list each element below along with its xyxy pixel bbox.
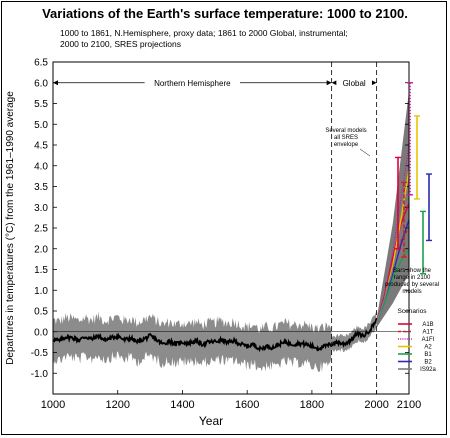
legend-title: Scenarios [398, 308, 428, 315]
legend-label-a2: A2 [424, 345, 432, 351]
chart-subtitle-line-1: 1000 to 1861, N.Hemisphere, proxy data; … [60, 28, 348, 38]
y-tick-label: 2.0 [34, 244, 48, 255]
x-tick-label: 1000 [41, 399, 65, 411]
x-tick-label: 1400 [170, 399, 194, 411]
annotation-bars-line: range in 2100 [394, 275, 431, 281]
global-region-label: Global [343, 79, 366, 88]
y-tick-label: 5.5 [34, 99, 48, 110]
y-tick-label: 3.0 [34, 203, 48, 214]
global-region-label-bg [336, 76, 372, 89]
legend-label-a1t: A1T [422, 330, 433, 336]
y-tick-label: 2.5 [34, 224, 48, 235]
series-line-a1fi [375, 144, 409, 324]
x-tick-label: 1200 [105, 399, 129, 411]
y-tick-label: 1.0 [34, 286, 48, 297]
chart-subtitle-line-2: 2000 to 2100, SRES projections [60, 39, 181, 49]
legend-label-a1fi: A1FI [422, 337, 435, 343]
annotation-models-line: Several models [325, 128, 366, 134]
legend-label-b1: B1 [424, 352, 432, 358]
y-tick-label: 0.5 [34, 307, 48, 318]
x-tick-label: 1600 [235, 399, 259, 411]
y-tick-label: -0.5 [31, 348, 49, 359]
y-tick-label: 4.0 [34, 161, 48, 172]
plot-border [52, 61, 410, 395]
y-axis-title: Departures in temperatures (°C) from the… [5, 91, 16, 365]
x-tick-label: 1800 [300, 399, 324, 411]
y-tick-label: 4.5 [34, 141, 48, 152]
nh-region-arrowhead-right [326, 80, 332, 86]
legend-label-is92a: IS92a [420, 367, 436, 373]
global-region-arrowhead-right [371, 80, 377, 86]
annotation-models-line: envelope [334, 142, 359, 148]
annotation-models-pointer [359, 148, 371, 157]
nh-region-label: Northern Hemisphere [154, 79, 231, 88]
nh-region-label-bg [144, 76, 241, 89]
annotation-bars-line: Bars show the [393, 268, 432, 274]
annotation-bars-line: produced by several [385, 282, 439, 288]
uncertainty-band [53, 311, 377, 373]
chart-title: Variations of the Earth's surface temper… [42, 6, 408, 21]
reconstruction-line [53, 318, 378, 353]
y-tick-label: -1.0 [31, 369, 49, 380]
legend-label-b2: B2 [424, 360, 432, 366]
y-tick-label: 6.0 [34, 78, 48, 89]
x-axis-title: Year [199, 414, 223, 428]
legend-label-a1b: A1B [422, 322, 433, 328]
annotation-models-line: all SRES [334, 135, 358, 141]
x-tick-label: 2000 [364, 399, 388, 411]
y-tick-label: 0.0 [34, 327, 48, 338]
y-tick-label: 3.5 [34, 182, 48, 193]
global-region-arrowhead-left [331, 80, 337, 86]
x-tick-label: 2100 [397, 399, 421, 411]
annotation-bars-line: models [402, 289, 421, 295]
nh-region-arrowhead-left [53, 80, 58, 86]
y-tick-label: 6.5 [34, 58, 48, 69]
y-tick-label: 1.5 [34, 265, 48, 276]
sres-envelope [376, 91, 409, 328]
y-tick-label: 5.0 [34, 120, 48, 131]
